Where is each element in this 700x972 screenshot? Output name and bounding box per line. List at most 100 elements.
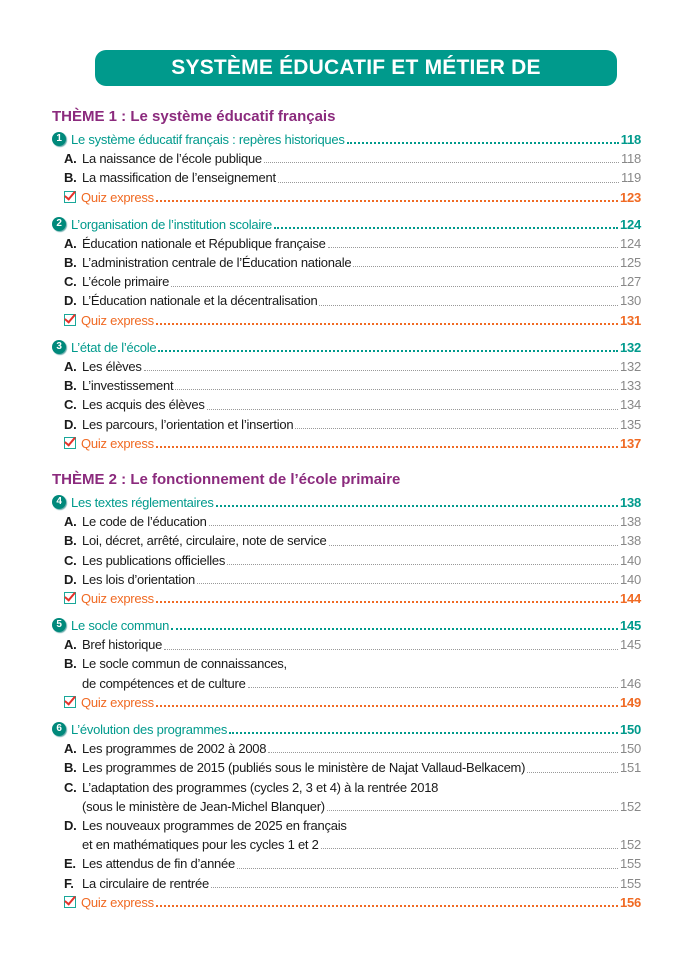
page-number: 132: [620, 339, 641, 355]
dot-leader: [320, 847, 619, 850]
chapter-section: 2 L’organisation de l’institution scolair…: [52, 215, 641, 330]
page-number: 124: [620, 216, 641, 232]
toc-item[interactable]: C. Les acquis des élèves 134: [52, 395, 641, 414]
item-letter: D.: [64, 571, 77, 587]
chapter-number-badge: 3: [52, 340, 66, 355]
page-number: 118: [621, 151, 641, 167]
chapter-title: Les textes réglementaires: [71, 494, 214, 510]
toc-item[interactable]: de compétences et de culture 146: [52, 674, 641, 693]
toc-item[interactable]: C. Les publications officielles 140: [52, 551, 641, 570]
chapter-entry[interactable]: 2 L’organisation de l’institution scolair…: [52, 215, 641, 234]
chapter-number-badge: 2: [52, 216, 66, 231]
dot-leader: [215, 504, 619, 508]
page-number: 150: [620, 722, 641, 738]
page-number: 155: [620, 856, 641, 872]
chapter-number-badge: 6: [52, 722, 66, 737]
item-letter: E.: [64, 856, 76, 872]
item-letter: D.: [64, 293, 77, 309]
chapter-entry[interactable]: 6 L’évolution des programmes 150: [52, 720, 641, 739]
dot-leader: [527, 771, 619, 773]
dot-leader: [164, 648, 619, 650]
toc-item[interactable]: D. Les parcours, l’orientation et l’inser…: [52, 415, 641, 434]
dot-leader: [155, 199, 619, 202]
page-number: 138: [620, 533, 641, 549]
toc-item[interactable]: D. L’Éducation nationale et la décentrali…: [52, 292, 641, 311]
item-letter: D.: [64, 416, 77, 432]
item-letter: C.: [64, 274, 77, 290]
toc-item[interactable]: B. La massification de l’enseignement 119: [52, 168, 641, 187]
quiz-express-entry[interactable]: Quiz express 137: [52, 434, 641, 453]
theme-title: THÈME 2 : Le fonctionnement de l’école p…: [52, 471, 401, 488]
quiz-express-entry[interactable]: Quiz express 149: [52, 693, 641, 712]
toc-item[interactable]: C. L’adaptation des programmes (cycles 2,…: [52, 778, 641, 797]
toc-item[interactable]: B. Les programmes de 2015 (publiés sous l…: [52, 758, 641, 777]
page-number: 144: [620, 590, 641, 606]
toc-item[interactable]: A. La naissance de l’école publique 118: [52, 149, 641, 168]
toc-item[interactable]: A. Éducation nationale et République fran…: [52, 234, 641, 253]
toc-item[interactable]: A. Le code de l’éducation 138: [52, 512, 641, 531]
toc-item[interactable]: D. Les nouveaux programmes de 2025 en fra…: [52, 816, 641, 835]
item-title: et en mathématiques pour les cycles 1 et…: [82, 837, 319, 853]
item-title: Les publications officielles: [82, 552, 226, 568]
dot-leader: [143, 369, 619, 372]
toc-item[interactable]: A. Les élèves 132: [52, 357, 641, 376]
quiz-label: Quiz express: [81, 590, 154, 606]
quiz-express-entry[interactable]: Quiz express 123: [52, 188, 641, 207]
checkbox-check-icon: [64, 437, 76, 449]
page-number: 145: [620, 618, 641, 634]
page-number: 127: [620, 274, 641, 290]
toc-item[interactable]: B. L’investissement 133: [52, 376, 641, 395]
page-number: 155: [620, 875, 641, 891]
checkbox-check-icon: [64, 696, 76, 709]
item-letter: A.: [64, 637, 77, 653]
page-number: 134: [620, 397, 641, 413]
dot-leader: [158, 349, 619, 353]
item-title: L’adaptation des programmes (cycles 2, 3…: [82, 779, 439, 795]
quiz-express-entry[interactable]: Quiz express 131: [52, 311, 641, 330]
dot-leader: [155, 445, 619, 448]
item-letter: B.: [64, 170, 77, 186]
toc-item[interactable]: A. Les programmes de 2002 à 2008 150: [52, 739, 641, 758]
page-number: 151: [620, 760, 641, 776]
item-title: Le socle commun de connaissances,: [82, 656, 287, 672]
quiz-express-entry[interactable]: Quiz express 156: [52, 893, 641, 912]
quiz-label: Quiz express: [81, 694, 154, 710]
toc-item[interactable]: E. Les attendus de fin d’année 155: [52, 854, 641, 873]
dot-leader: [206, 408, 619, 410]
page-banner-title: SYSTÈME ÉDUCATIF ET MÉTIER DE PROFESSEUR: [95, 50, 617, 115]
toc-item[interactable]: B. Le socle commun de connaissances,: [52, 655, 641, 674]
dot-leader: [155, 322, 619, 325]
item-title: Les attendus de fin d’année: [82, 856, 235, 872]
item-title: Les lois d’orientation: [82, 571, 196, 587]
toc-item[interactable]: D. Les lois d’orientation 140: [52, 570, 641, 589]
quiz-express-entry[interactable]: Quiz express 144: [52, 589, 641, 608]
toc-item[interactable]: (sous le ministère de Jean-Michel Blanqu…: [52, 797, 641, 816]
item-letter: B.: [64, 378, 77, 394]
item-title: (sous le ministère de Jean-Michel Blanqu…: [82, 798, 325, 814]
toc-item[interactable]: B. L’administration centrale de l’Éducati…: [52, 253, 641, 272]
page-number: 146: [620, 675, 641, 691]
dot-leader: [327, 246, 619, 249]
chapter-entry[interactable]: 4 Les textes réglementaires 138: [52, 493, 641, 512]
dot-leader: [263, 161, 620, 164]
item-title: Les programmes de 2015 (publiés sous le …: [82, 760, 526, 776]
item-letter: B.: [64, 255, 77, 271]
dot-leader: [197, 582, 619, 584]
dot-leader: [326, 809, 619, 811]
page-number: 140: [620, 571, 641, 587]
chapter-entry[interactable]: 5 Le socle commun 145: [52, 616, 641, 635]
chapter-entry[interactable]: 1 Le système éducatif français : repères …: [52, 130, 641, 149]
page-number: 137: [620, 435, 641, 451]
item-title: Les programmes de 2002 à 2008: [82, 741, 267, 757]
page-number: 150: [620, 741, 641, 757]
chapter-entry[interactable]: 3 L’état de l’école 132: [52, 338, 641, 357]
item-title: L’administration centrale de l’Éducation…: [82, 255, 352, 271]
item-letter: B.: [64, 760, 77, 776]
toc-item[interactable]: C. L’école primaire 127: [52, 272, 641, 291]
chapter-title: L’évolution des programmes: [71, 722, 228, 738]
toc-item[interactable]: et en mathématiques pour les cycles 1 et…: [52, 835, 641, 854]
toc-item[interactable]: B. Loi, décret, arrêté, circulaire, note …: [52, 531, 641, 550]
toc-item[interactable]: A. Bref historique 145: [52, 635, 641, 654]
toc-item[interactable]: F. La circulaire de rentrée 155: [52, 874, 641, 893]
dot-leader: [328, 544, 619, 546]
